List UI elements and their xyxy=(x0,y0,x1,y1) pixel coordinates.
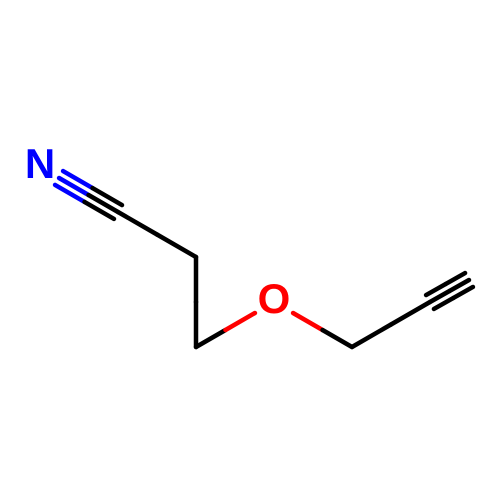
bond-line xyxy=(293,313,322,330)
atom-label-O: O xyxy=(258,275,291,322)
bond-line xyxy=(55,185,84,202)
bond-line xyxy=(157,235,196,258)
molecule-diagram: NO xyxy=(0,0,500,500)
atom-label-N: N xyxy=(25,140,55,187)
bond-line xyxy=(323,330,352,347)
bond-line xyxy=(59,178,88,195)
bond-line xyxy=(63,171,92,188)
bond-line xyxy=(225,313,254,330)
bond-line xyxy=(85,202,114,219)
bond-line xyxy=(89,195,118,212)
bond-line xyxy=(196,330,225,347)
bond-line xyxy=(93,188,122,205)
bond-line xyxy=(118,212,157,235)
bond-line xyxy=(352,325,391,348)
bond-line xyxy=(391,302,430,325)
